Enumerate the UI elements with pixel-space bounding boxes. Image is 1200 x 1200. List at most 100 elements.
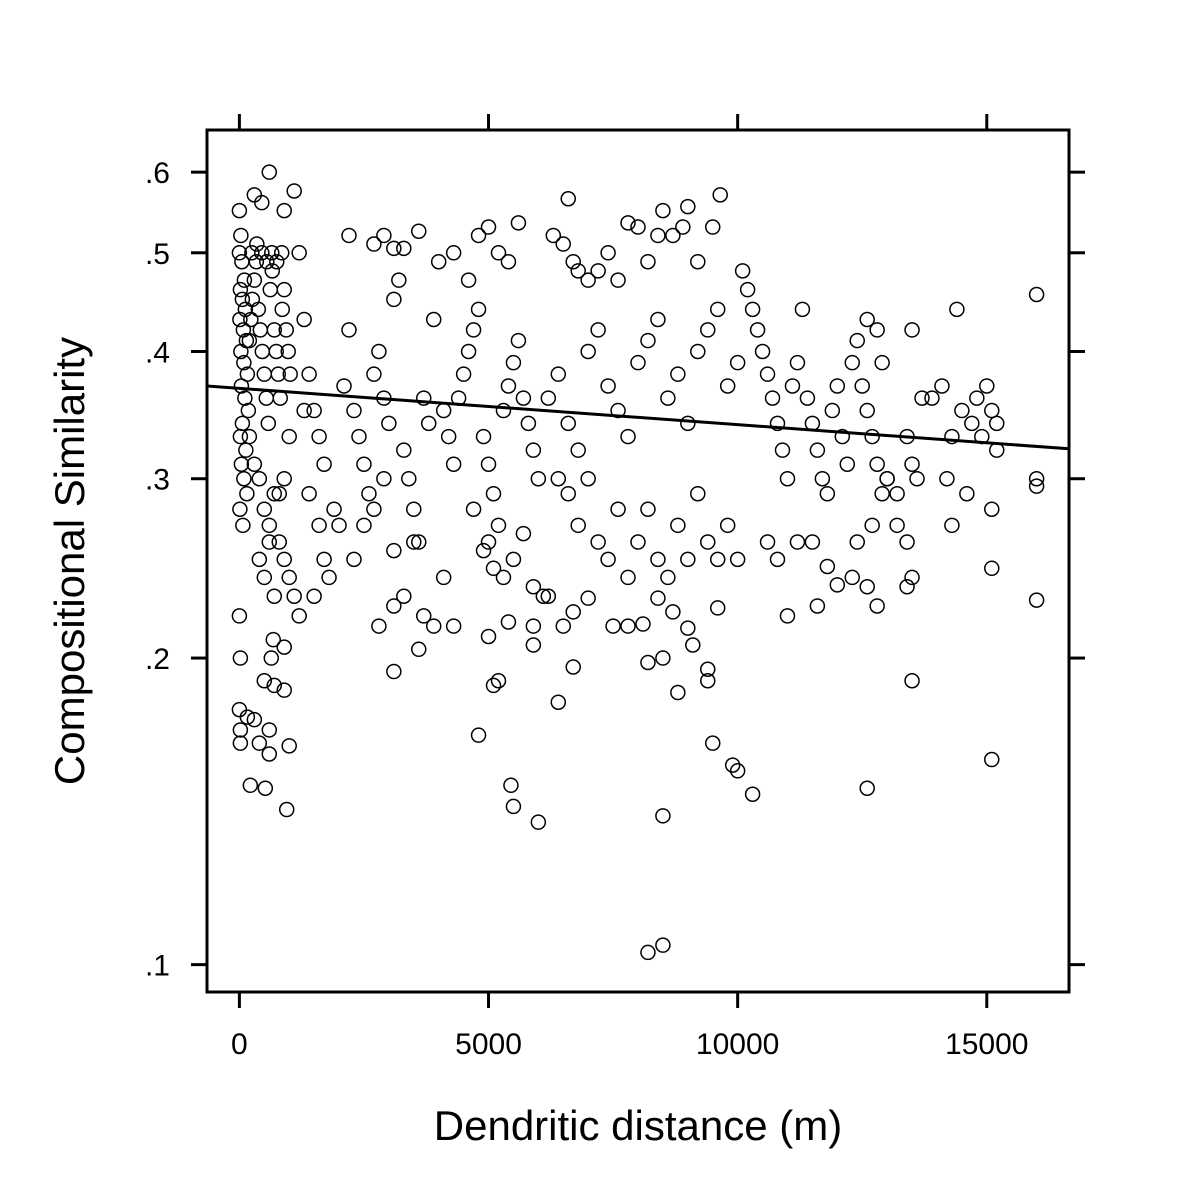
data-point — [361, 485, 377, 502]
data-point — [515, 390, 532, 406]
data-point — [242, 777, 259, 794]
data-point — [231, 608, 248, 624]
data-point — [984, 751, 1000, 768]
data-point — [749, 322, 766, 338]
data-point — [232, 722, 249, 738]
data-point — [244, 245, 260, 261]
data-point — [580, 272, 596, 288]
data-point — [515, 525, 532, 542]
data-point — [779, 608, 796, 624]
data-point — [909, 470, 925, 487]
data-point — [690, 343, 706, 360]
data-point — [655, 808, 671, 824]
data-point — [282, 366, 298, 382]
data-point — [610, 272, 626, 288]
data-point — [271, 534, 287, 550]
data-point — [869, 456, 885, 472]
data-point — [565, 604, 581, 620]
data-point — [814, 470, 831, 487]
data-point — [570, 442, 586, 458]
data-point — [311, 517, 327, 534]
data-point — [540, 390, 557, 406]
data-point — [700, 534, 716, 550]
data-point — [490, 672, 507, 689]
data-point — [650, 311, 666, 328]
data-point — [859, 578, 875, 595]
trend-line — [206, 384, 1070, 451]
data-point — [366, 366, 382, 382]
data-point — [764, 390, 781, 406]
data-point — [580, 343, 596, 360]
data-point — [560, 415, 576, 432]
data-point — [680, 620, 696, 636]
data-point — [809, 442, 826, 458]
data-point — [954, 402, 970, 419]
data-point — [465, 501, 482, 517]
data-point — [550, 366, 567, 382]
data-point — [271, 485, 287, 502]
data-point — [899, 534, 915, 550]
data-point — [455, 366, 472, 382]
data-point — [276, 281, 292, 298]
y-axis-label: Compositional Similarity — [46, 337, 93, 785]
data-point — [530, 814, 547, 830]
data-point — [510, 215, 527, 231]
data-point — [665, 604, 681, 620]
data-point — [233, 343, 249, 360]
data-point — [685, 637, 701, 653]
data-point — [605, 618, 621, 634]
data-point — [844, 569, 861, 586]
data-point — [241, 428, 258, 445]
data-point — [984, 501, 1000, 517]
data-point — [525, 618, 542, 634]
data-point — [460, 343, 477, 360]
data-point — [670, 517, 686, 534]
data-point — [241, 332, 258, 349]
data-point — [232, 281, 249, 298]
data-point — [470, 301, 487, 318]
data-point — [719, 517, 736, 534]
data-point — [560, 190, 576, 207]
data-point — [545, 227, 562, 244]
data-point — [401, 470, 417, 487]
data-point — [231, 701, 248, 718]
data-point — [256, 501, 273, 517]
data-point — [804, 534, 821, 550]
data-point — [254, 343, 271, 360]
data-point — [381, 415, 397, 432]
data-point — [246, 711, 263, 728]
data-point — [640, 253, 656, 270]
data-point — [240, 402, 257, 419]
data-point — [406, 534, 422, 550]
data-point — [239, 485, 255, 502]
data-point — [490, 245, 507, 261]
data-point — [257, 780, 274, 797]
data-point — [610, 402, 626, 419]
data-point — [281, 569, 297, 586]
data-point — [411, 641, 427, 658]
data-point — [754, 343, 771, 360]
data-point — [264, 263, 281, 279]
data-point — [640, 654, 656, 671]
data-point — [276, 202, 292, 219]
data-point — [774, 442, 791, 458]
data-point — [640, 501, 656, 517]
data-point — [276, 470, 292, 487]
data-point — [269, 253, 285, 270]
data-point — [346, 402, 362, 419]
data-point — [386, 542, 402, 559]
data-point — [660, 390, 676, 406]
data-point — [266, 677, 283, 694]
data-point — [445, 245, 462, 261]
data-point — [700, 661, 716, 678]
data-point — [321, 569, 337, 586]
data-point — [351, 428, 367, 445]
data-point — [341, 227, 357, 244]
data-point — [700, 322, 716, 338]
data-point — [274, 301, 290, 318]
data-point — [233, 456, 250, 472]
data-point — [660, 569, 676, 586]
data-point — [824, 402, 841, 419]
data-point — [904, 672, 920, 689]
